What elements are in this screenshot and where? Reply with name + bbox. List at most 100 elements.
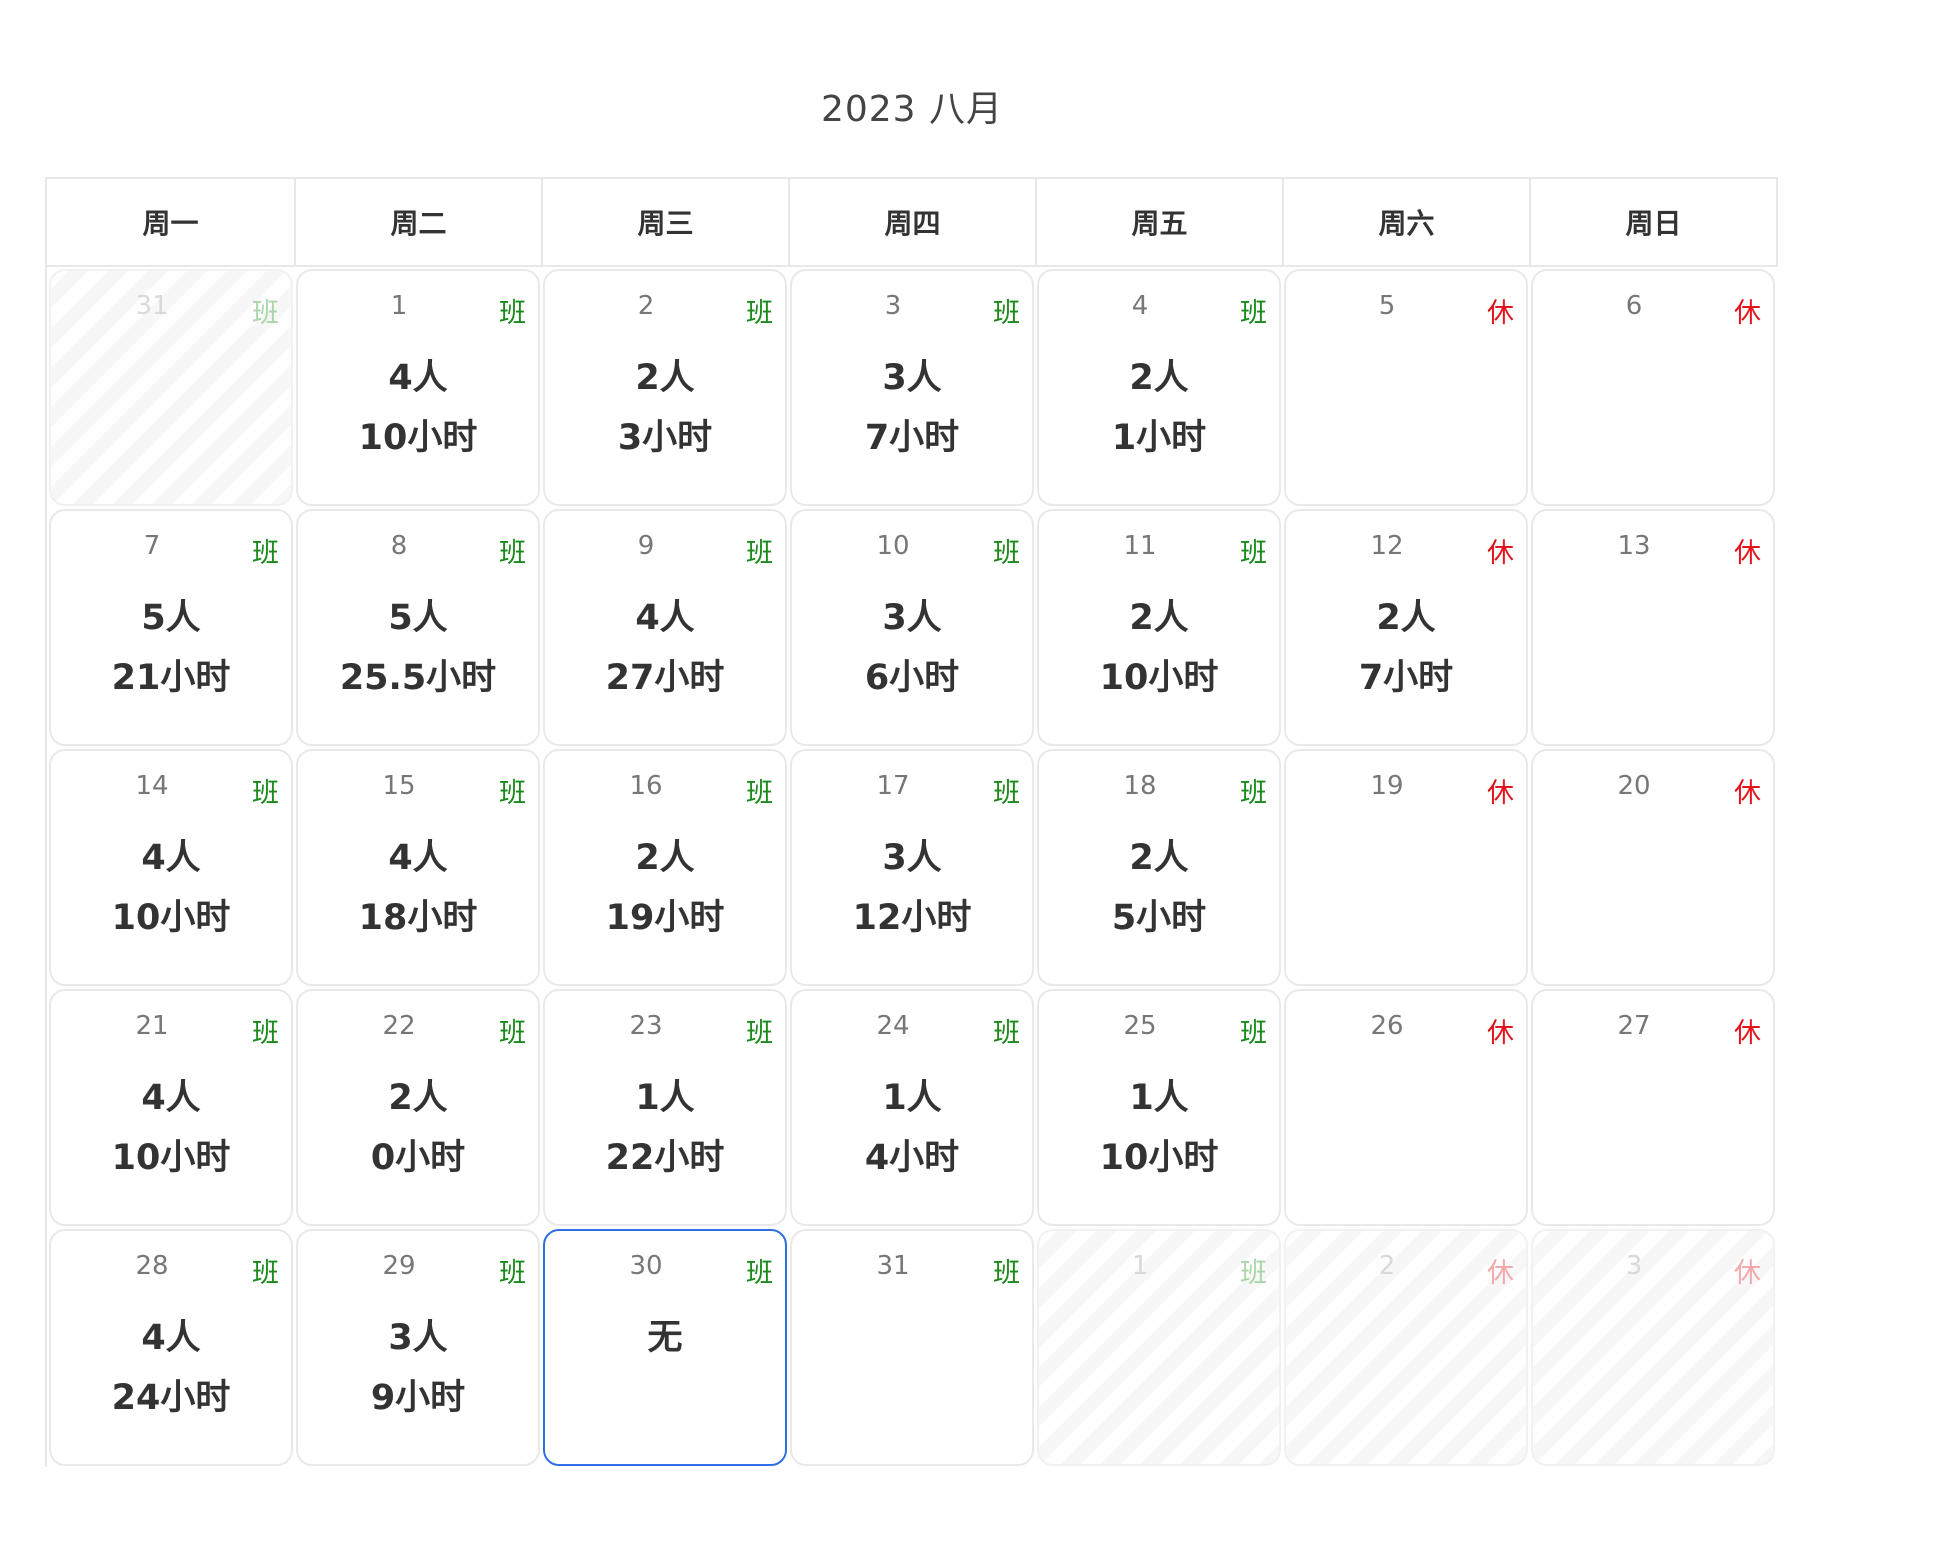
workday-badge: 班: [746, 771, 773, 810]
day-cell[interactable]: 12 休 2人 7小时: [1284, 509, 1528, 746]
day-cell[interactable]: 2 班 2人 3小时: [543, 269, 787, 506]
workday-badge: 班: [993, 531, 1020, 570]
day-cell-adjacent-month[interactable]: 31 班: [49, 269, 293, 506]
people-count: 1人: [545, 1069, 785, 1120]
day-number: 18: [1119, 771, 1161, 801]
workday-badge: 班: [1240, 1011, 1267, 1050]
hours-total: 21小时: [51, 649, 291, 700]
day-cell[interactable]: 23 班 1人 22小时: [543, 989, 787, 1226]
people-count: 4人: [51, 1309, 291, 1360]
month-calendar: 周一 周二 周三 周四 周五 周六 周日 31 班 1 班 4人 10小时 2 班 2人 3小时 3…: [45, 177, 1778, 1467]
day-number: 2: [1366, 1251, 1408, 1281]
day-cell[interactable]: 10 班 3人 6小时: [790, 509, 1034, 746]
people-count: 4人: [545, 589, 785, 640]
weekday-wed: 周三: [541, 179, 788, 265]
day-cell-selected[interactable]: 30 班无: [543, 1229, 787, 1466]
holiday-badge: 休: [1487, 1251, 1514, 1290]
day-number: 22: [378, 1011, 420, 1041]
holiday-badge: 休: [1734, 531, 1761, 570]
people-count: 5人: [51, 589, 291, 640]
people-count: 4人: [51, 1069, 291, 1120]
day-cell[interactable]: 22 班 2人 0小时: [296, 989, 540, 1226]
day-cell[interactable]: 26 休: [1284, 989, 1528, 1226]
people-count: 无: [545, 1309, 785, 1360]
day-cell[interactable]: 4 班 2人 1小时: [1037, 269, 1281, 506]
day-cell[interactable]: 8 班 5人 25.5小时: [296, 509, 540, 746]
hours-total: 6小时: [792, 649, 1032, 700]
holiday-badge: 休: [1734, 1011, 1761, 1050]
day-grid: 31 班 1 班 4人 10小时 2 班 2人 3小时 3 班 3人 7小时 4 班 2人 1小时 5 休 6 休 7 班 5人…: [45, 267, 1778, 1467]
hours-total: 9小时: [298, 1369, 538, 1420]
workday-badge: 班: [993, 1011, 1020, 1050]
day-number: 20: [1613, 771, 1655, 801]
day-cell[interactable]: 7 班 5人 21小时: [49, 509, 293, 746]
hours-total: 5小时: [1039, 889, 1279, 940]
week-row: 7 班 5人 21小时 8 班 5人 25.5小时 9 班 4人 27小时 10 班 3人 6小时 11 班 2人 1…: [47, 507, 1778, 747]
day-cell[interactable]: 28 班 4人 24小时: [49, 1229, 293, 1466]
hours-total: 19小时: [545, 889, 785, 940]
day-cell[interactable]: 24 班 1人 4小时: [790, 989, 1034, 1226]
people-count: 1人: [792, 1069, 1032, 1120]
day-number: 8: [378, 531, 420, 561]
weekday-fri: 周五: [1035, 179, 1282, 265]
day-number: 24: [872, 1011, 914, 1041]
day-number: 12: [1366, 531, 1408, 561]
day-number: 26: [1366, 1011, 1408, 1041]
day-number: 27: [1613, 1011, 1655, 1041]
day-cell[interactable]: 11 班 2人 10小时: [1037, 509, 1281, 746]
hours-total: 10小时: [51, 1129, 291, 1180]
workday-badge: 班: [1240, 1251, 1267, 1290]
people-count: 4人: [298, 829, 538, 880]
people-count: 5人: [298, 589, 538, 640]
day-number: 4: [1119, 291, 1161, 321]
hours-total: 7小时: [1286, 649, 1526, 700]
day-cell[interactable]: 29 班 3人 9小时: [296, 1229, 540, 1466]
week-row: 28 班 4人 24小时 29 班 3人 9小时 30 班无 31 班 1 班 2 休 3 休: [47, 1227, 1778, 1467]
day-number: 5: [1366, 291, 1408, 321]
hours-total: 10小时: [1039, 649, 1279, 700]
holiday-badge: 休: [1734, 1251, 1761, 1290]
holiday-badge: 休: [1487, 531, 1514, 570]
day-cell[interactable]: 19 休: [1284, 749, 1528, 986]
workday-badge: 班: [993, 1251, 1020, 1290]
day-number: 1: [1119, 1251, 1161, 1281]
day-cell[interactable]: 25 班 1人 10小时: [1037, 989, 1281, 1226]
day-cell[interactable]: 3 班 3人 7小时: [790, 269, 1034, 506]
people-count: 2人: [1039, 349, 1279, 400]
workday-badge: 班: [993, 771, 1020, 810]
holiday-badge: 休: [1487, 771, 1514, 810]
day-cell[interactable]: 9 班 4人 27小时: [543, 509, 787, 746]
day-cell[interactable]: 17 班 3人 12小时: [790, 749, 1034, 986]
holiday-badge: 休: [1487, 1011, 1514, 1050]
workday-badge: 班: [993, 291, 1020, 330]
hours-total: 12小时: [792, 889, 1032, 940]
day-cell[interactable]: 31 班: [790, 1229, 1034, 1466]
week-row: 31 班 1 班 4人 10小时 2 班 2人 3小时 3 班 3人 7小时 4 班 2人 1小时 5 休 6 休: [47, 267, 1778, 507]
day-cell[interactable]: 14 班 4人 10小时: [49, 749, 293, 986]
weekday-header: 周一 周二 周三 周四 周五 周六 周日: [45, 177, 1778, 267]
hours-total: 24小时: [51, 1369, 291, 1420]
hours-total: 25.5小时: [298, 649, 538, 700]
hours-total: 10小时: [51, 889, 291, 940]
people-count: 3人: [298, 1309, 538, 1360]
day-number: 21: [131, 1011, 173, 1041]
day-cell[interactable]: 16 班 2人 19小时: [543, 749, 787, 986]
workday-badge: 班: [746, 291, 773, 330]
day-number: 23: [625, 1011, 667, 1041]
day-cell[interactable]: 27 休: [1531, 989, 1775, 1226]
day-cell[interactable]: 13 休: [1531, 509, 1775, 746]
day-number: 17: [872, 771, 914, 801]
day-cell[interactable]: 21 班 4人 10小时: [49, 989, 293, 1226]
day-cell[interactable]: 1 班 4人 10小时: [296, 269, 540, 506]
day-number: 25: [1119, 1011, 1161, 1041]
day-cell[interactable]: 20 休: [1531, 749, 1775, 986]
hours-total: 10小时: [298, 409, 538, 460]
day-cell[interactable]: 18 班 2人 5小时: [1037, 749, 1281, 986]
weekday-thu: 周四: [788, 179, 1035, 265]
day-cell[interactable]: 15 班 4人 18小时: [296, 749, 540, 986]
